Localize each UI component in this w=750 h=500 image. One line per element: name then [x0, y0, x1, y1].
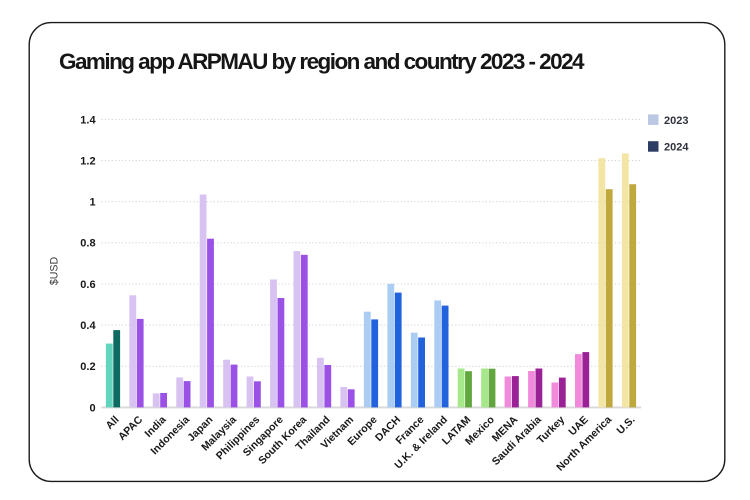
svg-text:0: 0 [89, 402, 95, 414]
svg-text:$USD: $USD [49, 257, 61, 286]
svg-text:1.4: 1.4 [80, 114, 96, 126]
svg-text:0.6: 0.6 [80, 279, 95, 291]
svg-text:0.4: 0.4 [80, 320, 96, 332]
svg-text:Gaming app ARPMAU by region an: Gaming app ARPMAU by region and country … [59, 49, 585, 74]
svg-text:1: 1 [89, 197, 95, 209]
svg-text:0.8: 0.8 [80, 238, 95, 250]
svg-text:2023: 2023 [664, 115, 688, 127]
svg-text:1.2: 1.2 [80, 156, 95, 168]
svg-text:0.2: 0.2 [80, 361, 95, 373]
svg-text:2024: 2024 [664, 142, 689, 154]
